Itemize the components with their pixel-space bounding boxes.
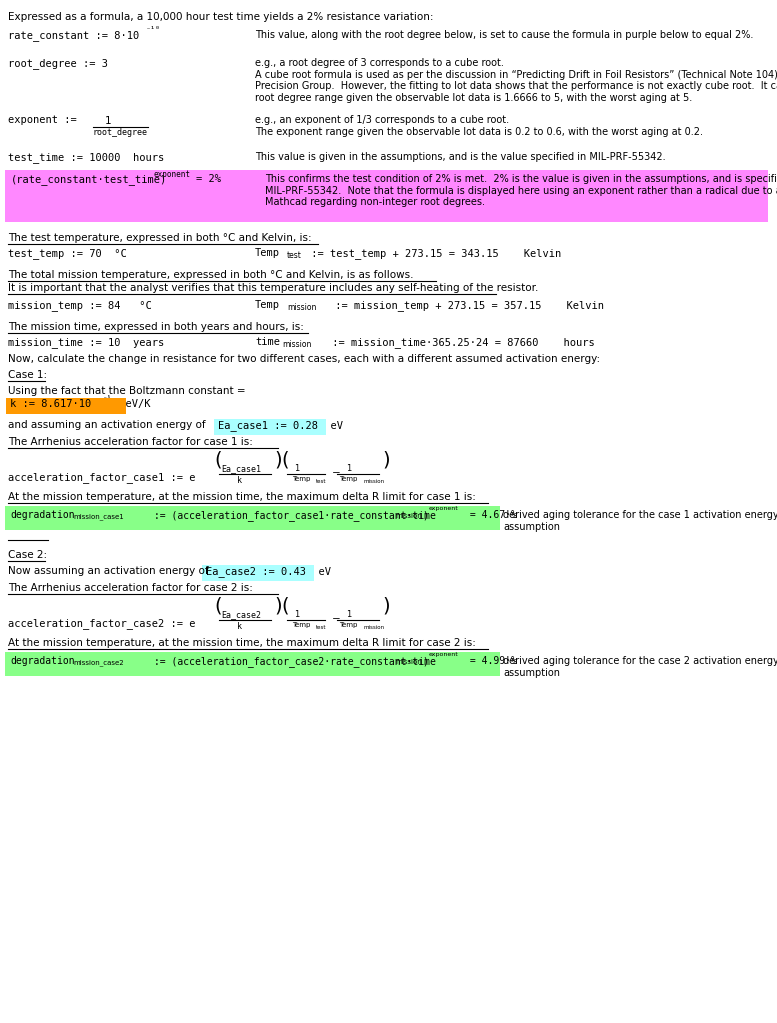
Text: This value is given in the assumptions, and is the value specified in MIL-PRF-55: This value is given in the assumptions, … <box>255 152 666 162</box>
Text: (: ( <box>214 596 221 616</box>
Text: Temp: Temp <box>292 622 310 628</box>
Text: ): ) <box>274 596 281 616</box>
Text: root_degree: root_degree <box>93 128 148 137</box>
Text: := mission_temp + 273.15 = 357.15    Kelvin: := mission_temp + 273.15 = 357.15 Kelvin <box>329 300 604 311</box>
Text: test_time := 10000  hours: test_time := 10000 hours <box>8 152 164 163</box>
Text: This value, along with the root degree below, is set to cause the formula in pur: This value, along with the root degree b… <box>255 30 754 40</box>
Text: time: time <box>255 337 280 347</box>
Text: Ea_case1: Ea_case1 <box>221 464 261 473</box>
Bar <box>5 652 500 676</box>
Text: 1: 1 <box>347 464 352 473</box>
Bar <box>5 506 500 530</box>
Text: test: test <box>287 251 302 260</box>
Text: derived aging tolerance for the case 1 activation energy
assumption: derived aging tolerance for the case 1 a… <box>503 510 777 532</box>
Text: At the mission temperature, at the mission time, the maximum delta R limit for c: At the mission temperature, at the missi… <box>8 492 476 502</box>
Bar <box>5 170 768 222</box>
Text: Temp: Temp <box>255 248 280 258</box>
Bar <box>214 419 326 435</box>
Text: test: test <box>316 479 326 484</box>
Text: (: ( <box>214 450 221 470</box>
Text: acceleration_factor_case2 := e: acceleration_factor_case2 := e <box>8 618 196 629</box>
Text: The Arrhenius acceleration factor for case 1 is:: The Arrhenius acceleration factor for ca… <box>8 437 253 447</box>
Text: := mission_time·365.25·24 = 87660    hours: := mission_time·365.25·24 = 87660 hours <box>326 337 594 348</box>
Text: 1: 1 <box>294 610 300 619</box>
Text: It is important that the analyst verifies that this temperature includes any sel: It is important that the analyst verifie… <box>8 283 538 293</box>
Text: ⁻⁵: ⁻⁵ <box>103 394 112 403</box>
Text: = 4.99·%: = 4.99·% <box>464 656 517 666</box>
Bar <box>6 398 126 414</box>
Text: ): ) <box>382 596 389 616</box>
Bar <box>202 565 314 581</box>
Text: exponent: exponent <box>429 506 458 512</box>
Text: exponent: exponent <box>153 170 190 179</box>
Text: derived aging tolerance for the case 2 activation energy
assumption: derived aging tolerance for the case 2 a… <box>503 656 777 677</box>
Text: Case 2:: Case 2: <box>8 550 47 560</box>
Text: −: − <box>332 468 341 478</box>
Text: Temp: Temp <box>339 622 357 628</box>
Text: := (acceleration_factor_case1·rate_constant·time: := (acceleration_factor_case1·rate_const… <box>148 510 436 521</box>
Text: test: test <box>316 625 326 630</box>
Text: degradation: degradation <box>10 510 75 520</box>
Text: acceleration_factor_case1 := e: acceleration_factor_case1 := e <box>8 472 196 483</box>
Text: (rate_constant·test_time): (rate_constant·test_time) <box>11 174 167 185</box>
Text: exponent :=: exponent := <box>8 115 77 125</box>
Text: Temp: Temp <box>339 476 357 482</box>
Text: 1: 1 <box>347 610 352 619</box>
Text: −: − <box>332 614 341 624</box>
Text: mission: mission <box>395 659 422 665</box>
Text: At the mission temperature, at the mission time, the maximum delta R limit for c: At the mission temperature, at the missi… <box>8 638 476 648</box>
Text: Expressed as a formula, a 10,000 hour test time yields a 2% resistance variation: Expressed as a formula, a 10,000 hour te… <box>8 12 434 23</box>
Text: k: k <box>237 622 242 631</box>
Text: rate_constant := 8·10: rate_constant := 8·10 <box>8 30 139 41</box>
Text: Now assuming an activation energy of: Now assuming an activation energy of <box>8 566 218 576</box>
Text: ⁻¹⁰: ⁻¹⁰ <box>146 25 161 34</box>
Text: test_temp := 70  °C: test_temp := 70 °C <box>8 248 127 259</box>
Text: mission_case1: mission_case1 <box>73 513 124 520</box>
Text: Ea_case1 := 0.28  eV: Ea_case1 := 0.28 eV <box>218 420 343 431</box>
Text: k := 8.617·10: k := 8.617·10 <box>10 399 91 409</box>
Text: := test_temp + 273.15 = 343.15    Kelvin: := test_temp + 273.15 = 343.15 Kelvin <box>305 248 561 259</box>
Text: ): ) <box>274 450 281 470</box>
Text: (: ( <box>281 450 288 470</box>
Text: mission_case2: mission_case2 <box>73 659 124 666</box>
Text: ): ) <box>382 450 389 470</box>
Text: degradation: degradation <box>10 656 75 666</box>
Text: ): ) <box>422 656 428 666</box>
Text: 1: 1 <box>294 464 300 473</box>
Text: e.g., an exponent of 1/3 corresponds to a cube root.
The exponent range given th: e.g., an exponent of 1/3 corresponds to … <box>255 115 703 137</box>
Text: Ea_case2: Ea_case2 <box>221 610 261 619</box>
Text: This confirms the test condition of 2% is met.  2% is the value is given in the : This confirms the test condition of 2% i… <box>265 174 777 208</box>
Text: e.g., a root degree of 3 corresponds to a cube root.
A cube root formula is used: e.g., a root degree of 3 corresponds to … <box>255 58 777 102</box>
Text: = 4.67·%: = 4.67·% <box>464 510 517 520</box>
Text: 1: 1 <box>105 116 111 126</box>
Text: mission_time := 10  years: mission_time := 10 years <box>8 337 164 348</box>
Text: mission: mission <box>363 479 384 484</box>
Text: (: ( <box>281 596 288 616</box>
Text: ): ) <box>422 510 428 520</box>
Text: exponent: exponent <box>429 652 458 657</box>
Text: eV/K: eV/K <box>113 399 151 409</box>
Text: The Arrhenius acceleration factor for case 2 is:: The Arrhenius acceleration factor for ca… <box>8 583 253 593</box>
Text: k: k <box>237 476 242 485</box>
Text: The test temperature, expressed in both °C and Kelvin, is:: The test temperature, expressed in both … <box>8 233 312 243</box>
Text: Ea_case2 := 0.43  eV: Ea_case2 := 0.43 eV <box>206 566 331 577</box>
Text: mission: mission <box>282 340 312 349</box>
Text: Now, calculate the change in resistance for two different cases, each with a dif: Now, calculate the change in resistance … <box>8 354 600 364</box>
Text: Temp: Temp <box>255 300 280 310</box>
Text: Temp: Temp <box>292 476 310 482</box>
Text: mission: mission <box>395 513 422 519</box>
Text: root_degree := 3: root_degree := 3 <box>8 58 108 69</box>
Text: and assuming an activation energy of: and assuming an activation energy of <box>8 420 215 430</box>
Text: = 2%: = 2% <box>196 174 221 184</box>
Text: The mission time, expressed in both years and hours, is:: The mission time, expressed in both year… <box>8 322 304 332</box>
Text: mission_temp := 84   °C: mission_temp := 84 °C <box>8 300 152 311</box>
Text: mission: mission <box>363 625 384 630</box>
Text: Using the fact that the Boltzmann constant =: Using the fact that the Boltzmann consta… <box>8 386 246 396</box>
Text: Case 1:: Case 1: <box>8 370 47 380</box>
Text: The total mission temperature, expressed in both °C and Kelvin, is as follows.: The total mission temperature, expressed… <box>8 270 413 280</box>
Text: mission: mission <box>287 303 316 312</box>
Text: := (acceleration_factor_case2·rate_constant·time: := (acceleration_factor_case2·rate_const… <box>148 656 436 667</box>
